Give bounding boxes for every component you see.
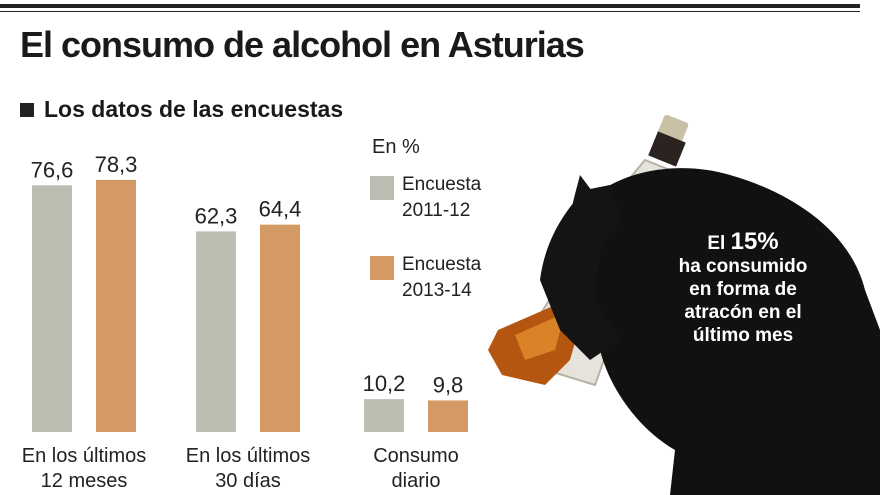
category-label: diario (392, 470, 441, 492)
callout-line-2: ha consumido (678, 256, 808, 277)
legend-label-line1: Encuesta (402, 174, 482, 195)
bar-2013-cat0 (96, 179, 136, 432)
subtitle-text: Los datos de las encuestas (44, 96, 344, 122)
legend-item-2013: Encuesta 2013-14 (370, 252, 522, 304)
header-rule-thin (0, 11, 860, 12)
drinking-person-silhouette (488, 114, 880, 495)
person-silhouette-icon (540, 168, 880, 495)
category-label: Consumo (373, 445, 459, 467)
category-label: En los últimos (22, 445, 147, 467)
value-label: 76,6 (31, 157, 74, 182)
category-label: 30 días (215, 470, 281, 492)
value-label: 9,8 (433, 372, 464, 397)
callout-line-4: atracón en el (684, 302, 802, 323)
bar-2011-cat0 (32, 185, 72, 432)
legend-label-line2: 2013-14 (402, 280, 472, 301)
value-label: 62,3 (195, 203, 238, 228)
page-title: El consumo de alcohol en Asturias (20, 24, 585, 65)
bar-2013-cat2 (428, 400, 468, 432)
category-label: En los últimos (186, 445, 311, 467)
legend-text-2013: Encuesta 2013-14 (402, 252, 522, 304)
value-label: 78,3 (95, 152, 138, 177)
legend-label-line2: 2011-12 (402, 200, 471, 221)
callout-line-3: en forma de (689, 279, 797, 300)
value-label: 10,2 (363, 371, 406, 396)
legend-item-2011: Encuesta 2011-12 (370, 172, 522, 224)
legend-swatch-2013 (370, 256, 394, 280)
header-rule-thick (0, 4, 860, 8)
callout-line-5: último mes (692, 325, 794, 346)
callout-line-1: El 15% (636, 230, 850, 255)
bar-2011-cat2 (364, 399, 404, 432)
legend-text-2011: Encuesta 2011-12 (402, 172, 522, 224)
callout-highlight: 15% (730, 228, 779, 255)
bar-2011-cat1 (196, 231, 236, 432)
legend-label-line1: Encuesta (402, 254, 482, 275)
units-label: En % (372, 136, 420, 158)
callout-text: El 15% ha consumido en forma de atracón … (636, 230, 850, 347)
chart-subtitle: Los datos de las encuestas (20, 96, 343, 123)
callout-prefix: El (707, 233, 726, 254)
bar-2013-cat1 (260, 224, 300, 432)
subtitle-square-icon (20, 102, 34, 117)
value-label: 64,4 (259, 197, 302, 222)
category-label: 12 meses (41, 470, 128, 492)
legend-swatch-2011 (370, 176, 394, 200)
bar-chart: 76,6 62,3 10,2 78,3 64,4 9,8 En los últimos 12 … (22, 152, 468, 492)
